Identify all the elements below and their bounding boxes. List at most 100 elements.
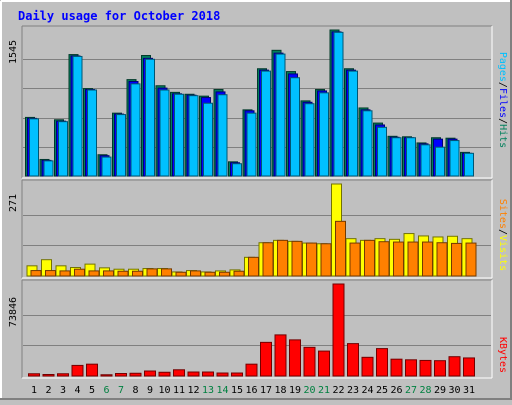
sites-bar-day-24 (364, 239, 375, 277)
x-tick-label-day-31: 31 (463, 385, 475, 396)
kbytes-bar-day-13 (202, 371, 214, 377)
sites-bar-day-30 (451, 242, 462, 277)
pages-bar-day-30 (449, 140, 460, 177)
pages-bar-day-28 (420, 144, 431, 177)
sites-bar-day-31 (465, 242, 477, 277)
sites-bar-day-12 (190, 270, 201, 277)
pages-bar-day-18 (275, 53, 286, 177)
kbytes-bar-day-20 (303, 346, 316, 377)
kbytes-bar-day-26 (390, 358, 403, 377)
pages-bar-day-4 (72, 55, 83, 177)
pages-bar-day-9 (145, 58, 155, 177)
pages-bar-day-22 (333, 31, 344, 177)
pages-bar-day-2 (43, 160, 54, 177)
x-tick-label-day-18: 18 (274, 385, 286, 396)
x-tick-label-day-28: 28 (419, 385, 431, 396)
x-tick-label-day-10: 10 (158, 385, 170, 396)
sites-bar-day-25 (378, 241, 390, 277)
series-kbytes (28, 283, 475, 377)
series-pages (29, 31, 474, 177)
pages-bar-day-8 (130, 83, 141, 177)
kbytes-bar-day-29 (434, 360, 446, 377)
sites-bar-day-11 (175, 271, 187, 277)
legend-separator: / (497, 229, 508, 235)
x-tick-label-day-13: 13 (202, 385, 214, 396)
kbytes-bar-day-28 (419, 359, 432, 377)
sites-bar-day-4 (74, 268, 85, 277)
sites-bar-day-15 (233, 270, 245, 277)
pages-bar-day-17 (261, 70, 271, 177)
kbytes-bar-day-8 (129, 372, 142, 377)
sites-bar-day-23 (349, 242, 361, 277)
kbytes-bar-day-21 (318, 350, 330, 377)
sites-bar-day-18 (277, 239, 288, 277)
kbytes-bar-day-25 (376, 348, 388, 377)
pages-bar-day-19 (290, 77, 300, 177)
kbytes-bar-day-12 (187, 371, 200, 377)
pages-bar-day-15 (232, 163, 242, 177)
x-tick-label-day-6: 6 (103, 385, 109, 396)
sites-bar-day-20 (306, 242, 317, 277)
pages-bar-day-6 (101, 156, 112, 177)
x-tick-label-day-12: 12 (187, 385, 199, 396)
legend-sites: Sites (497, 199, 508, 229)
x-tick-label-day-25: 25 (376, 385, 388, 396)
kbytes-bar-day-19 (289, 339, 301, 377)
sites-bar-day-22 (335, 220, 346, 277)
x-tick-label-day-24: 24 (361, 385, 373, 396)
kbytes-bar-day-16 (245, 363, 258, 377)
kbytes-bar-day-9 (144, 370, 156, 377)
pages-bar-day-5 (87, 89, 97, 177)
pages-bar-day-12 (188, 95, 199, 177)
panel-1: 1545 Pages/Files/Hits (8, 25, 508, 179)
kbytes-bar-day-22 (332, 283, 345, 377)
sites-bar-day-10 (161, 268, 172, 277)
sites-bar-day-3 (59, 270, 71, 277)
pages-bar-day-26 (391, 137, 402, 177)
sites-bar-day-2 (45, 270, 56, 277)
sites-bar-day-19 (291, 240, 303, 277)
pages-bar-day-21 (319, 92, 329, 177)
legend-hits: Hits (497, 124, 508, 148)
x-tick-label-day-19: 19 (289, 385, 301, 396)
pages-bar-day-3 (58, 121, 68, 177)
series-sites (30, 220, 477, 277)
kbytes-bar-day-7 (115, 373, 127, 377)
pages-bar-day-11 (174, 93, 184, 177)
x-tick-label-day-4: 4 (74, 385, 80, 396)
kbytes-bar-day-17 (260, 341, 272, 377)
sites-bar-day-8 (132, 270, 143, 277)
sites-bar-day-29 (436, 242, 448, 277)
pages-bar-day-31 (464, 152, 474, 177)
legend-kbytes: KBytes (497, 337, 508, 373)
x-tick-label-day-1: 1 (31, 385, 37, 396)
pages-bar-day-7 (116, 114, 126, 177)
kbytes-bar-day-6 (100, 374, 113, 377)
sites-bar-day-1 (30, 270, 42, 277)
sites-bar-day-17 (262, 242, 274, 277)
chart-title: Daily usage for October 2018 (18, 9, 220, 23)
kbytes-bar-day-4 (71, 364, 84, 377)
x-tick-label-day-3: 3 (60, 385, 66, 396)
kbytes-bar-day-1 (28, 373, 40, 377)
sites-bar-day-21 (320, 243, 332, 277)
panel-2-legend: Sites/Visits (497, 199, 508, 271)
pages-bar-day-20 (304, 103, 315, 177)
x-tick-label-day-2: 2 (45, 385, 51, 396)
pages-bar-day-1 (29, 118, 39, 177)
sites-bar-day-28 (422, 241, 433, 277)
pages-bar-day-14 (217, 94, 228, 177)
panel-1-ymax-label: 1545 (8, 40, 19, 64)
x-tick-label-day-22: 22 (332, 385, 344, 396)
kbytes-bar-day-5 (86, 363, 98, 377)
x-tick-label-day-8: 8 (132, 385, 138, 396)
pages-bar-day-16 (246, 112, 257, 177)
legend-separator: / (497, 118, 508, 124)
x-tick-label-day-16: 16 (245, 385, 257, 396)
sites-bar-day-16 (248, 256, 259, 277)
pages-bar-day-23 (348, 70, 358, 177)
pages-bar-day-24 (362, 110, 373, 177)
panel-3: 73846 KBytes (8, 279, 508, 379)
sites-bar-day-27 (407, 241, 419, 277)
